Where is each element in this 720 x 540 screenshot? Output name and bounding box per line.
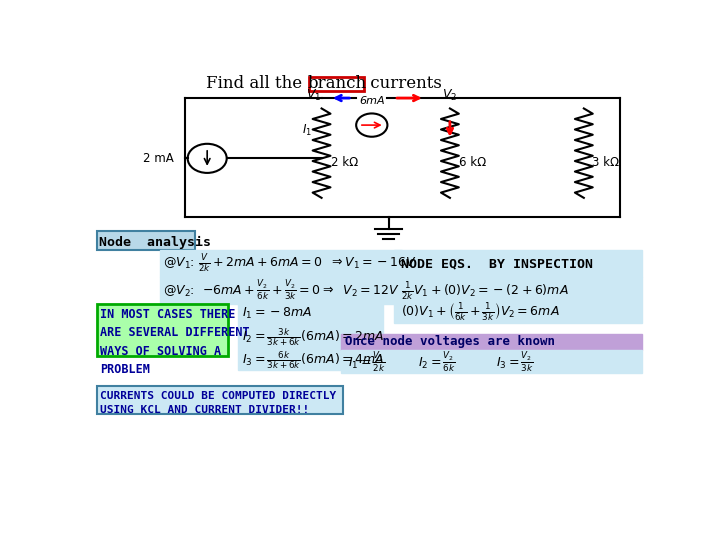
Bar: [341, 349, 642, 373]
Text: 6mA: 6mA: [359, 96, 384, 106]
Text: $I_1=\frac{V_1}{2k}$: $I_1=\frac{V_1}{2k}$: [348, 350, 386, 375]
Text: $\frac{1}{2k}V_1+(0)V_2=-(2+6)mA$: $\frac{1}{2k}V_1+(0)V_2=-(2+6)mA$: [401, 280, 569, 303]
Bar: [238, 304, 383, 370]
Text: $I_2=\frac{V_2}{6k}$: $I_2=\frac{V_2}{6k}$: [418, 350, 456, 375]
Text: 2 kΩ: 2 kΩ: [331, 156, 359, 169]
Bar: [160, 250, 402, 277]
Bar: [97, 304, 228, 356]
Text: $V_2$: $V_2$: [442, 88, 457, 103]
Text: 3 kΩ: 3 kΩ: [593, 156, 619, 169]
Text: $I_2=\frac{3k}{3k+6k}(6mA)=2mA$: $I_2=\frac{3k}{3k+6k}(6mA)=2mA$: [242, 326, 384, 348]
Bar: [97, 231, 195, 250]
Text: Find all the: Find all the: [206, 75, 307, 92]
Bar: [394, 250, 642, 277]
Text: $I_1$: $I_1$: [302, 123, 312, 138]
Text: $(0)V_1+\left(\frac{1}{6k}+\frac{1}{3k}\right)V_2=6mA$: $(0)V_1+\left(\frac{1}{6k}+\frac{1}{3k}\…: [401, 301, 560, 323]
Text: $I_3=\frac{V_2}{3k}$: $I_3=\frac{V_2}{3k}$: [496, 350, 534, 375]
Text: $I_3=\frac{6k}{3k+6k}(6mA)=4mA$: $I_3=\frac{6k}{3k+6k}(6mA)=4mA$: [242, 349, 384, 371]
Bar: [160, 277, 402, 304]
Text: currents: currents: [365, 75, 442, 92]
Text: branch: branch: [307, 76, 366, 92]
Text: Node  analysis: Node analysis: [99, 236, 211, 249]
Bar: [310, 77, 364, 91]
Text: Once node voltages are known: Once node voltages are known: [345, 335, 555, 348]
Text: 2 mA: 2 mA: [143, 152, 174, 165]
Text: @$V_2$:  $-6mA+\frac{V_2}{6k}+\frac{V_2}{3k}=0\Rightarrow$  $V_2=12V$: @$V_2$: $-6mA+\frac{V_2}{6k}+\frac{V_2}{…: [163, 279, 400, 302]
Text: $V_1$: $V_1$: [305, 88, 321, 103]
Text: CURRENTS COULD BE COMPUTED DIRECTLY
USING KCL AND CURRENT DIVIDER!!: CURRENTS COULD BE COMPUTED DIRECTLY USIN…: [100, 390, 336, 415]
Bar: [341, 334, 642, 349]
Text: 6 kΩ: 6 kΩ: [459, 156, 487, 169]
Bar: [97, 386, 343, 414]
Bar: [394, 277, 642, 322]
Text: NODE EQS.  BY INSPECTION: NODE EQS. BY INSPECTION: [401, 257, 593, 270]
Text: @$V_1$: $\frac{V}{2k}+2mA+6mA=0$  $\Rightarrow V_1=-16V$: @$V_1$: $\frac{V}{2k}+2mA+6mA=0$ $\Right…: [163, 252, 417, 275]
Text: $I_1=-8mA$: $I_1=-8mA$: [242, 306, 312, 321]
Text: IN MOST CASES THERE
ARE SEVERAL DIFFERENT
WAYS OF SOLVING A
PROBLEM: IN MOST CASES THERE ARE SEVERAL DIFFEREN…: [100, 308, 250, 376]
